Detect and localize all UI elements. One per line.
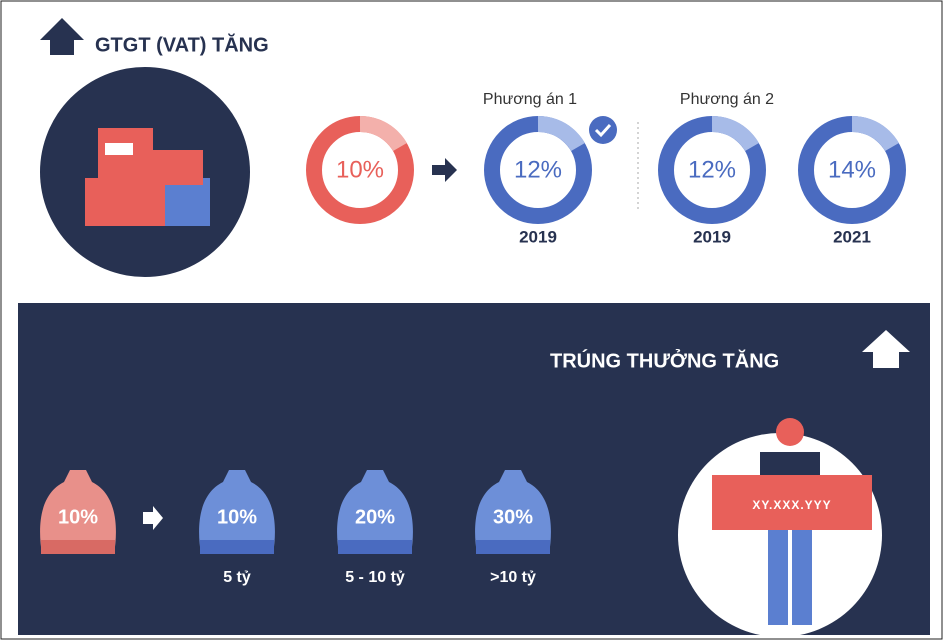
tier-label: 5 - 10 tỷ [345,569,405,586]
bag-base [476,540,550,554]
tier-label: >10 tỷ [490,569,536,586]
ring-segment [851,115,899,152]
bag-base [338,540,412,554]
bag [475,470,551,554]
ring-value: 14% [828,156,876,183]
prize-title: TRÚNG THƯỞNG TĂNG [550,348,779,372]
ring-value: 12% [688,156,736,183]
option-label: Phương án 1 [483,91,577,108]
arrow [143,506,163,530]
year: 2021 [833,227,871,246]
bag-value: 10% [217,506,257,528]
bag-value: 20% [355,506,395,528]
check-icon [589,116,617,144]
bag [199,470,275,554]
bag-base [200,540,274,554]
vat-title: GTGT (VAT) TĂNG [95,33,269,56]
bag-value: 10% [58,506,98,528]
bag-value: 30% [493,506,533,528]
bag [337,470,413,554]
bag-base [41,540,115,554]
boxes-illustration [85,128,210,226]
tier-label: 5 tỷ [223,569,251,586]
bag [40,470,116,554]
up-arrow-icon [40,18,84,55]
winner-illustration [712,418,872,625]
ring-value: 12% [514,156,562,183]
check-mark [594,123,612,138]
ring-segment [711,115,759,152]
up-arrow-icon [862,330,910,368]
ring-segment [537,115,585,152]
vat-group: 10% Phương án 1 12% 2019 Phương án 2 12% 2019 1… [306,91,906,246]
year: 2019 [519,227,557,246]
ring-segment [359,115,407,152]
ring-value: 10% [336,156,384,183]
option-label: Phương án 2 [680,91,774,108]
arrow [432,158,457,182]
prize-group: 10% 10% 5 tỷ 20% 5 - 10 tỷ 30% >10 tỷ [40,470,551,586]
year: 2019 [693,227,731,246]
ticket-text: XY.XXX.YYY [752,498,831,512]
